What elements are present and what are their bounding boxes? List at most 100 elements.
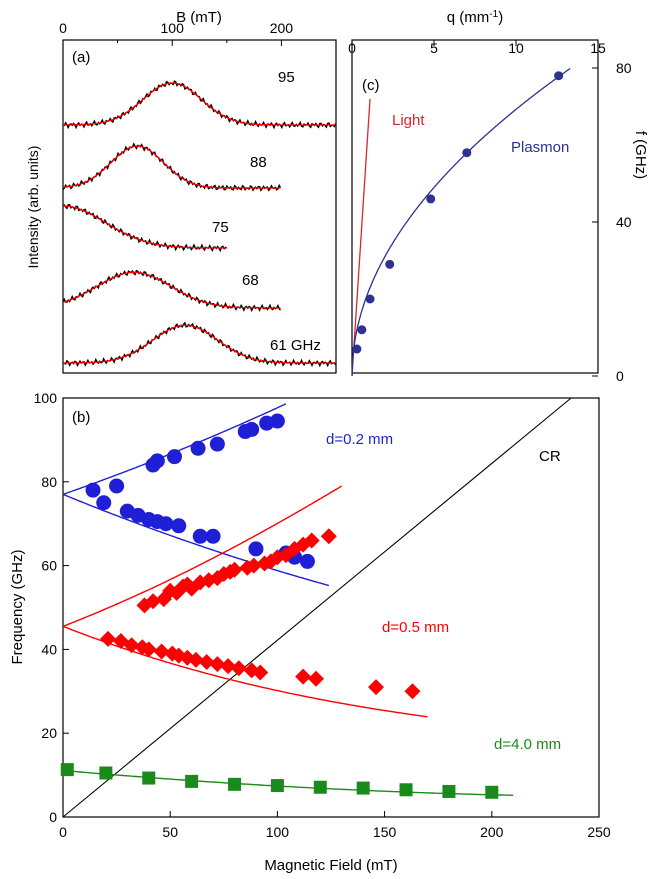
x-tick-label: 200 (270, 20, 294, 36)
point-d05 (307, 670, 324, 687)
point-d40 (399, 783, 413, 797)
point-d05 (153, 643, 170, 660)
point-d40 (442, 784, 456, 798)
panel-a-ticks: 0 100 200 (59, 20, 337, 46)
point-d05 (404, 683, 421, 700)
panel-c: (c) q (mm-1) f (GHz) Light Plasmon 0 5 10 1… (348, 9, 648, 385)
label-d05: d=0.5 mm (382, 619, 449, 636)
point-d02 (209, 436, 225, 452)
point-d05 (303, 532, 320, 549)
plasmon-point (357, 325, 367, 335)
fit-curve (62, 493, 330, 587)
point-d05 (198, 653, 215, 670)
point-d02 (158, 516, 174, 532)
point-d40 (270, 779, 284, 793)
point-d05 (230, 660, 247, 677)
panel-c-xlabel: q (mm-1) (447, 9, 503, 27)
plasmon-point (462, 148, 472, 158)
light-line (351, 98, 371, 377)
spectrum-fit (62, 271, 281, 309)
point-d05 (295, 668, 312, 685)
panel-b-tag: (b) (72, 409, 90, 426)
spectrum-label: 95 (278, 69, 295, 86)
point-d05 (123, 637, 140, 654)
point-d40 (313, 780, 327, 794)
spectrum-label: 68 (242, 272, 259, 289)
panel-a-ylabel: Intensity (arb. units) (25, 146, 41, 269)
spectrum-label: 75 (212, 219, 229, 236)
y-tick-label: 40 (41, 641, 57, 657)
panel-a-curves: 95 88 75 68 61 GHz (62, 69, 337, 368)
point-d02 (248, 541, 264, 557)
point-d40 (228, 777, 242, 791)
point-d02 (149, 453, 165, 469)
y-tick-label: 100 (34, 390, 58, 406)
y-tick-label: 40 (616, 214, 632, 230)
plasmon-point (352, 344, 362, 354)
plasmon-fit (351, 67, 571, 377)
panel-a-tag: (a) (72, 49, 90, 66)
panel-c-ylabel: f (GHz) (632, 131, 648, 179)
label-d02: d=0.2 mm (326, 431, 393, 448)
point-d02 (109, 478, 125, 494)
panel-c-plot (351, 67, 571, 377)
fit-curve (62, 403, 287, 496)
y-tick-label: 80 (41, 474, 57, 490)
spectrum-data (62, 203, 228, 253)
x-tick-label: 100 (266, 824, 290, 840)
point-d40 (185, 774, 199, 788)
spectrum-fit (63, 82, 336, 126)
point-d02 (244, 421, 260, 437)
label-d40: d=4.0 mm (494, 736, 561, 753)
panel-b-xlabel: Magnetic Field (mT) (264, 857, 397, 874)
panel-c-frame (351, 39, 599, 374)
point-d05 (245, 557, 262, 574)
point-d05 (320, 528, 337, 545)
x-tick-label: 0 (348, 40, 356, 56)
x-tick-label: 0 (59, 20, 67, 36)
point-d05 (140, 641, 157, 658)
fit-curve (62, 485, 343, 628)
panel-a-xlabel: B (mT) (176, 9, 222, 26)
spectrum-fit (63, 205, 227, 249)
cr-line (62, 397, 572, 818)
light-label: Light (392, 112, 425, 129)
panel-b-plot (60, 397, 572, 818)
plasmon-point (365, 294, 375, 304)
plasmon-label: Plasmon (511, 139, 569, 156)
x-tick-label: 10 (508, 40, 524, 56)
point-d02 (190, 440, 206, 456)
point-d02 (299, 553, 315, 569)
panel-b-ticks: 0 50 100 150 200 250 0 20 40 60 80 100 (34, 390, 611, 840)
spectrum-label: 61 GHz (270, 337, 321, 354)
panel-b-ylabel: Frequency (GHz) (9, 549, 26, 664)
point-d02 (85, 482, 101, 498)
spectrum-fit (62, 145, 281, 189)
fit-curve (62, 625, 428, 718)
fit-curve-green (62, 769, 514, 796)
panel-a: (a) B (mT) Intensity (arb. units) 0 100 20… (25, 9, 337, 374)
y-tick-label: 80 (616, 60, 632, 76)
panel-c-tag: (c) (362, 77, 380, 94)
point-d05 (252, 664, 269, 681)
point-d05 (226, 561, 243, 578)
y-tick-label: 0 (616, 368, 624, 384)
point-d40 (485, 785, 499, 799)
point-d02 (269, 413, 285, 429)
x-tick-label: 250 (587, 824, 611, 840)
point-d02 (192, 528, 208, 544)
spectrum-fit (63, 324, 336, 364)
panel-b: (b) Magnetic Field (mT) Frequency (GHz) … (9, 390, 611, 874)
x-tick-label: 0 (59, 824, 67, 840)
x-tick-label: 15 (590, 40, 606, 56)
spectrum-data (62, 142, 282, 192)
point-d40 (356, 781, 370, 795)
x-tick-label: 5 (430, 40, 438, 56)
panel-c-ticks: 0 5 10 15 0 40 80 (348, 40, 632, 384)
plasmon-point (385, 259, 395, 269)
x-tick-label: 100 (161, 20, 185, 36)
point-d02 (205, 528, 221, 544)
point-d05 (145, 593, 162, 610)
point-d05 (209, 656, 226, 673)
